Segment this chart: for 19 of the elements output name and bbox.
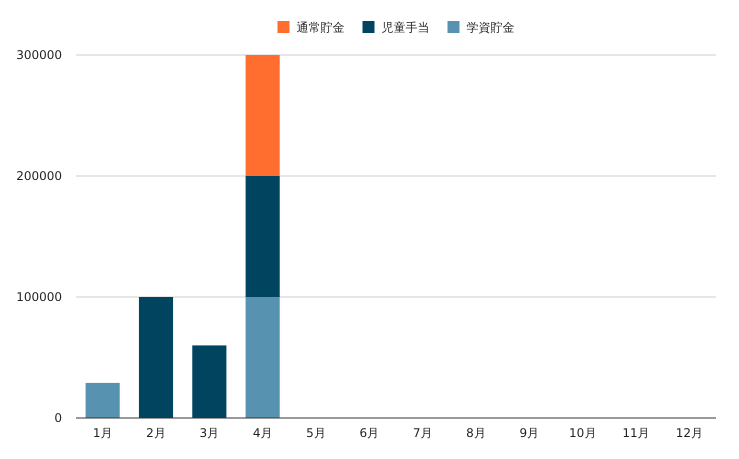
x-tick-label: 8月 <box>466 426 486 440</box>
x-tick-label: 1月 <box>92 426 112 440</box>
y-tick-label: 200000 <box>16 169 62 183</box>
x-tick-label: 10月 <box>569 426 596 440</box>
x-tick-label: 7月 <box>412 426 432 440</box>
x-tick-label: 6月 <box>360 426 380 440</box>
legend-label: 通常貯金 <box>296 20 344 34</box>
x-tick-label: 4月 <box>252 426 272 440</box>
legend-label: 学資貯金 <box>466 20 514 34</box>
x-tick-label: 5月 <box>306 426 326 440</box>
legend-label: 児童手当 <box>382 20 430 34</box>
y-tick-label: 100000 <box>16 290 62 304</box>
x-tick-label: 2月 <box>146 426 166 440</box>
x-tick-label: 3月 <box>200 426 220 440</box>
x-tick-label: 9月 <box>520 426 540 440</box>
x-tick-label: 12月 <box>676 426 703 440</box>
y-tick-label: 300000 <box>16 48 62 62</box>
x-tick-label: 11月 <box>622 426 650 440</box>
y-tick-label: 0 <box>54 411 62 425</box>
